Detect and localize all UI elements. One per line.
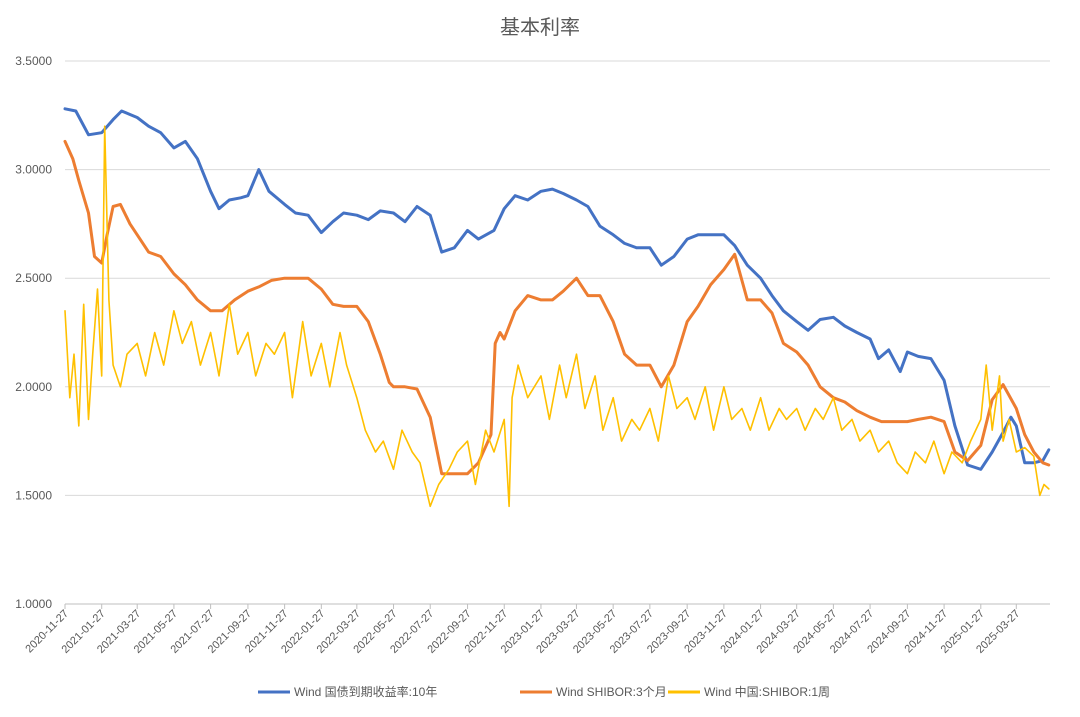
y-tick-label: 1.0000 — [15, 597, 52, 611]
y-tick-label: 2.5000 — [15, 271, 52, 285]
y-tick-label: 3.5000 — [15, 54, 52, 68]
series-lines — [63, 107, 1051, 508]
legend-label-2: Wind SHIBOR:3个月 — [556, 685, 667, 699]
series-line-3 — [64, 125, 1050, 508]
series-line-2 — [63, 139, 1051, 476]
legend: Wind 国债到期收益率:10年 Wind SHIBOR:3个月 Wind 中国:S… — [258, 684, 830, 699]
legend-label-1: Wind 国债到期收益率:10年 — [294, 684, 437, 699]
y-tick-label: 2.0000 — [15, 380, 52, 394]
y-tick-label: 3.0000 — [15, 163, 52, 177]
chart-title: 基本利率 — [500, 16, 580, 39]
gridlines — [65, 60, 1050, 496]
y-tick-label: 1.5000 — [15, 488, 52, 502]
legend-label-3: Wind 中国:SHIBOR:1周 — [704, 684, 830, 699]
series-line-1 — [63, 107, 1051, 471]
